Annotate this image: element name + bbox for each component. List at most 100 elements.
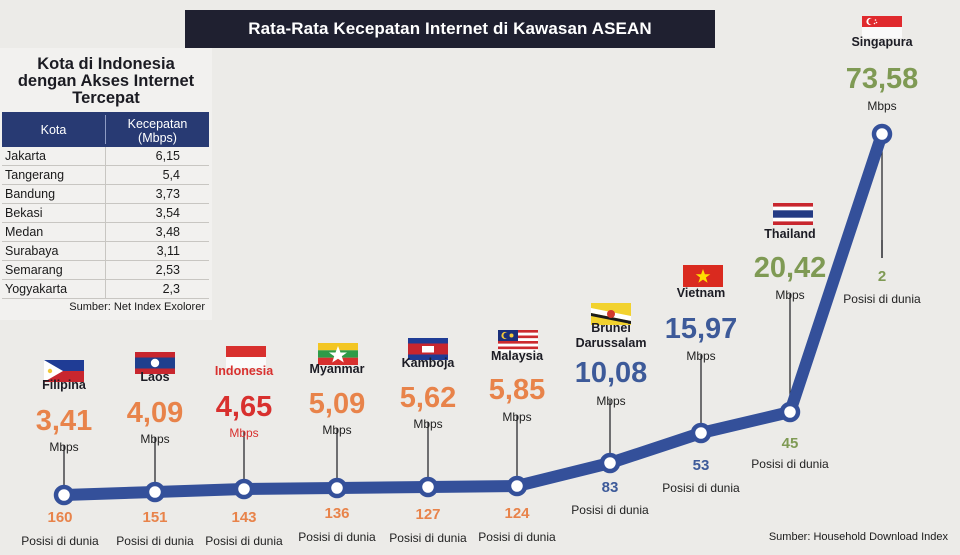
flag-part: [862, 27, 902, 38]
header-speed: Kecepatan (Mbps): [106, 114, 209, 147]
unit-label: Mbps: [229, 426, 258, 440]
flag-part: [44, 371, 84, 382]
flag-part: [868, 18, 875, 25]
flag-part: [226, 346, 266, 357]
flag-part: [150, 358, 160, 368]
world-rank: 151: [142, 509, 167, 526]
header-speed-line-1: Kecepatan: [127, 116, 188, 131]
laos-flag: [135, 352, 175, 374]
table-row: Semarang 2,53: [2, 261, 209, 280]
country-name: Darussalam: [576, 336, 647, 350]
country-name: Singapura: [851, 35, 913, 49]
table-row: Tangerang 5,4: [2, 166, 209, 185]
flag-part: [44, 360, 63, 382]
row-speed: 3,54: [155, 206, 180, 220]
table-row: Jakarta 6,15: [2, 147, 209, 166]
myanmar-flag: [318, 343, 358, 365]
table-row: Surabaya 3,11: [2, 242, 209, 261]
unit-label: Mbps: [775, 288, 804, 302]
speed-value: 20,42: [754, 252, 827, 284]
row-city: Jakarta: [5, 149, 46, 163]
country-name: Kamboja: [402, 356, 456, 370]
country-name: Indonesia: [215, 364, 274, 378]
world-rank: 160: [47, 509, 72, 526]
country-name: Vietnam: [677, 286, 725, 300]
row-divider: [105, 280, 106, 299]
flag-part: [503, 332, 510, 339]
data-point: [53, 484, 75, 506]
table-title-line-1: Kota di Indonesia: [37, 55, 175, 73]
country-name: Myanmar: [310, 362, 365, 376]
thailand-flag: [773, 203, 813, 225]
row-city: Bandung: [5, 187, 56, 201]
row-divider: [105, 223, 106, 242]
speed-value: 4,65: [216, 391, 272, 423]
speed-value: 5,85: [489, 374, 545, 406]
world-rank: 143: [231, 509, 256, 526]
rank-caption: Posisi di dunia: [571, 503, 649, 517]
vietnam-flag: [683, 265, 723, 287]
table-header: Kota Kecepatan (Mbps): [2, 112, 209, 147]
unit-label: Mbps: [413, 417, 442, 431]
rank-caption: Posisi di dunia: [298, 530, 376, 544]
row-divider: [105, 261, 106, 280]
data-point: [779, 401, 801, 423]
unit-label: Mbps: [867, 99, 896, 113]
chart-source: Sumber: Household Download Index: [768, 531, 948, 543]
table-source: Sumber: Net Index Exolorer: [69, 301, 205, 313]
philippines-flag: [44, 360, 84, 382]
row-speed: 2,3: [162, 282, 180, 296]
flag-part: [422, 346, 434, 353]
table-row: Bekasi 3,54: [2, 204, 209, 223]
rank-caption: Posisi di dunia: [478, 530, 556, 544]
flag-part: [875, 21, 878, 24]
flag-part: [498, 341, 538, 344]
country-name: Brunei: [591, 321, 631, 335]
row-separator: [2, 222, 209, 223]
rank-caption: Posisi di dunia: [21, 534, 99, 548]
unit-label: Mbps: [140, 432, 169, 446]
speed-trend-line: [58, 128, 888, 501]
row-city: Yogyakarta: [5, 282, 68, 296]
table-title-line-2: dengan Akses Internet: [17, 72, 195, 90]
chart-title: Rata-Rata Kecepatan Internet di Kawasan …: [185, 10, 715, 48]
rank-caption: Posisi di dunia: [662, 481, 740, 495]
flag-part: [695, 269, 711, 283]
unit-label: Mbps: [596, 394, 625, 408]
world-rank: 45: [782, 435, 799, 452]
header-speed-line-2: (Mbps): [138, 130, 177, 145]
unit-label: Mbps: [686, 349, 715, 363]
header-divider: [105, 115, 106, 144]
flag-part: [509, 333, 514, 338]
speed-value: 5,62: [400, 382, 456, 414]
row-city: Tangerang: [5, 168, 65, 182]
row-speed: 3,48: [155, 225, 180, 239]
flag-part: [498, 346, 538, 350]
malaysia-flag: [498, 330, 538, 352]
flag-part: [773, 210, 813, 218]
data-point: [144, 481, 166, 503]
connector-lines: [63, 140, 883, 495]
row-speed: 6,15: [155, 149, 180, 163]
flag-part: [498, 349, 538, 352]
flag-part: [873, 22, 876, 25]
flag-part: [498, 343, 538, 347]
rank-caption: Posisi di dunia: [205, 534, 283, 548]
row-divider: [105, 185, 106, 204]
row-divider: [105, 166, 106, 185]
country-name: Filipina: [42, 378, 87, 392]
row-divider: [105, 204, 106, 223]
row-divider: [105, 147, 106, 166]
table-title: Kota di Indonesia dengan Akses Internet …: [0, 56, 212, 107]
speed-value: 5,09: [309, 388, 365, 420]
speed-value: 3,41: [36, 405, 92, 437]
flag-part: [591, 313, 631, 324]
speed-value: 15,97: [665, 313, 738, 345]
table-row: Bandung 3,73: [2, 185, 209, 204]
world-rank: 136: [324, 505, 349, 522]
flag-part: [329, 346, 347, 363]
data-point: [417, 476, 439, 498]
speed-value: 4,09: [127, 397, 183, 429]
world-rank: 53: [693, 457, 710, 474]
